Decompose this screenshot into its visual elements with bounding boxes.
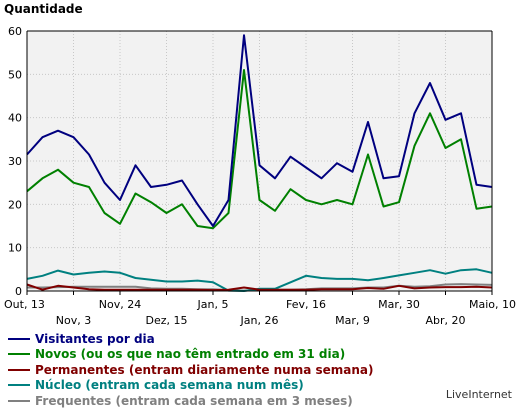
x-tick-label: Maio, 10	[469, 298, 516, 311]
legend-swatch	[8, 368, 30, 371]
legend-swatch	[8, 337, 30, 340]
line-chart: 0 10 20 30 40 50 60 Out, 13 Nov, 3 Nov, 24 Dez, 15…	[4, 25, 516, 327]
x-tick-label: Out, 13	[4, 298, 45, 311]
x-tick-label: Jan, 26	[240, 314, 279, 327]
legend-item-visitantes: Visitantes por dia	[8, 331, 374, 347]
y-tick-label: 50	[8, 68, 22, 81]
legend-label: Núcleo (entram cada semana num mês)	[35, 378, 304, 393]
legend-item-nucleo: Núcleo (entram cada semana num mês)	[8, 378, 374, 394]
legend-label: Novos (ou os que nao têm entrado em 31 d…	[35, 347, 346, 362]
chart-legend: Visitantes por dia Novos (ou os que nao …	[8, 331, 374, 409]
chart-title: Quantidade	[4, 2, 83, 16]
legend-item-frequentes: Frequentes (entram cada semana em 3 mese…	[8, 393, 374, 409]
y-tick-label: 20	[8, 198, 22, 211]
legend-swatch	[8, 384, 30, 387]
x-tick-label: Nov, 3	[56, 314, 91, 327]
x-tick-label: Dez, 15	[145, 314, 187, 327]
x-tick-label: Mar, 30	[378, 298, 420, 311]
x-tick-label: Nov, 24	[99, 298, 141, 311]
legend-label: Permanentes (entram diariamente numa sem…	[35, 362, 374, 377]
x-tick-label: Mar, 9	[335, 314, 370, 327]
x-tick-label: Abr, 20	[425, 314, 465, 327]
legend-label: Frequentes (entram cada semana em 3 mese…	[35, 393, 353, 408]
legend-swatch	[8, 353, 30, 356]
x-tick-label: Fev, 16	[286, 298, 326, 311]
y-tick-label: 60	[8, 25, 22, 38]
y-tick-label: 40	[8, 112, 22, 125]
series-line	[26, 34, 493, 227]
y-tick-label: 30	[8, 155, 22, 168]
series-line	[26, 69, 493, 230]
legend-item-novos: Novos (ou os que nao têm entrado em 31 d…	[8, 347, 374, 363]
x-tick-label: Jan, 5	[197, 298, 229, 311]
series-line	[26, 283, 493, 292]
brand-label: LiveInternet	[445, 388, 512, 401]
legend-label: Visitantes por dia	[35, 331, 155, 346]
y-tick-label: 10	[8, 242, 22, 255]
legend-item-permanentes: Permanentes (entram diariamente numa sem…	[8, 362, 374, 378]
legend-swatch	[8, 399, 30, 402]
y-tick-label: 0	[15, 285, 22, 298]
